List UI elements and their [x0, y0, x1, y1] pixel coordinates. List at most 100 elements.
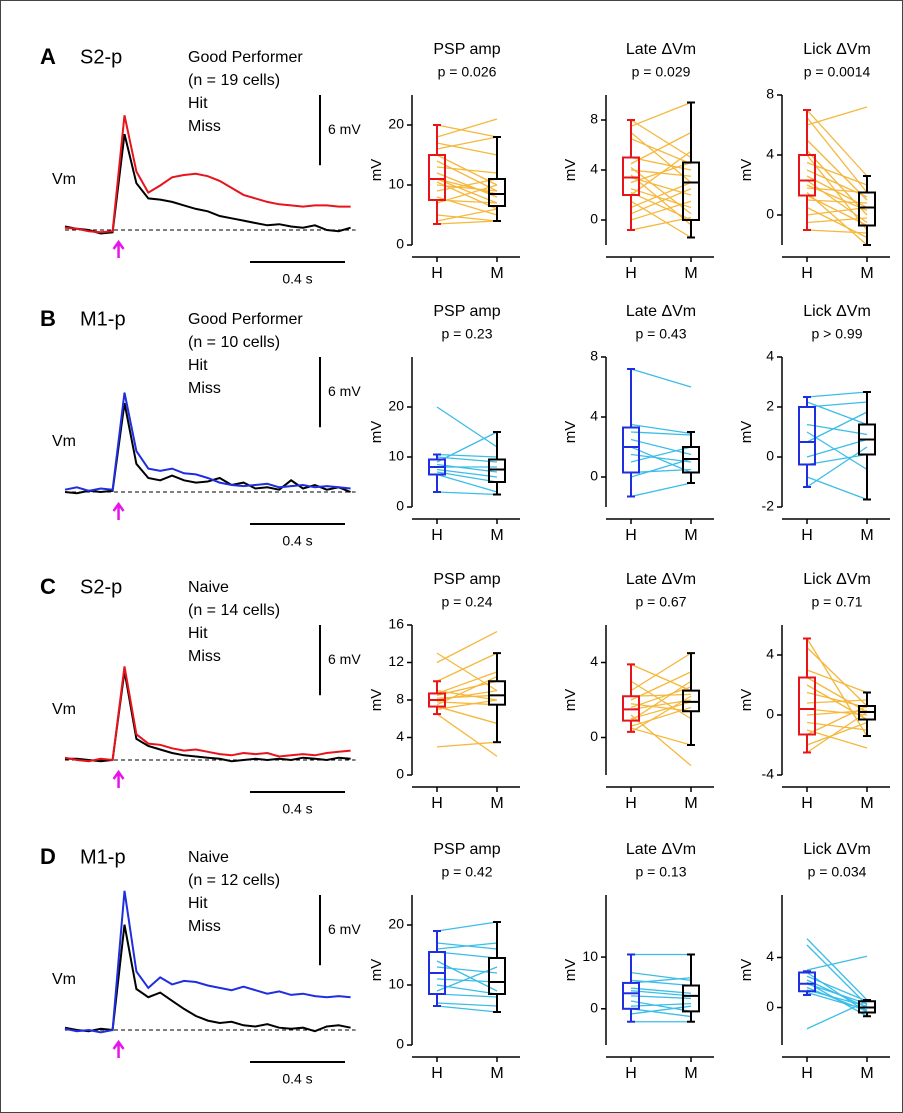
- pair-line: [806, 721, 868, 731]
- scale-label-x: 0.4 s: [282, 533, 312, 549]
- box: [682, 984, 700, 1013]
- pair-line: [630, 482, 692, 498]
- n-label: (n = 10 cells): [188, 334, 280, 351]
- pair-line: [806, 676, 868, 713]
- pair-line: [436, 978, 498, 983]
- panel-title: Lick ΔVm: [803, 841, 871, 858]
- pair-line: [806, 938, 868, 1001]
- panel-letter: B: [40, 306, 56, 331]
- legend-label: Miss: [188, 380, 221, 397]
- scale-label-x: 0.4 s: [282, 271, 312, 287]
- pair-line: [436, 713, 498, 757]
- pair-line: [630, 132, 692, 183]
- pair-line: [806, 691, 868, 709]
- box: [488, 680, 506, 706]
- x-tick-label: H: [801, 265, 813, 282]
- panel-letter: C: [40, 574, 56, 599]
- y-tick-label: 2: [766, 398, 774, 414]
- p-value: p = 0.029: [632, 64, 691, 80]
- pair-line: [806, 699, 868, 704]
- pair-line: [806, 161, 868, 186]
- pair-line: [436, 136, 498, 150]
- pair-line: [436, 463, 498, 473]
- p-value: p = 0.42: [442, 864, 493, 880]
- trace: [64, 392, 351, 492]
- y-tick-label: 8: [396, 691, 404, 707]
- pair-line: [630, 446, 692, 463]
- stimulus-arrow: [112, 1039, 125, 1058]
- pair-line: [630, 652, 692, 692]
- x-tick-label: H: [801, 795, 813, 812]
- pair-line: [436, 431, 498, 463]
- pair-line: [436, 456, 498, 463]
- pair-line: [436, 960, 498, 992]
- x-tick-label: H: [801, 527, 813, 544]
- pair-line: [806, 206, 868, 216]
- panel-title: PSP amp: [433, 841, 500, 858]
- pair-line: [436, 468, 498, 478]
- pair-line: [806, 453, 868, 466]
- trace: [64, 133, 351, 235]
- pair-line: [630, 368, 692, 388]
- y-tick-label: 4: [590, 653, 598, 669]
- panel-title: PSP amp: [433, 303, 500, 320]
- pair-line: [630, 156, 692, 171]
- vm-label: Vm: [52, 971, 76, 988]
- pair-line: [806, 192, 868, 246]
- x-tick-label: M: [490, 527, 503, 544]
- group-label: Good Performer: [188, 49, 303, 66]
- pair-line: [436, 1005, 498, 1013]
- pair-line: [436, 680, 498, 696]
- scale-label-y: 6 mV: [328, 121, 361, 137]
- y-tick-label: 20: [388, 116, 404, 132]
- pair-line: [630, 727, 692, 746]
- y-tick-label: 8: [766, 86, 774, 102]
- x-tick-label: M: [684, 1065, 697, 1082]
- y-tick-label: 4: [396, 728, 404, 744]
- pair-line: [630, 1000, 692, 1013]
- y-tick-label: 20: [388, 398, 404, 414]
- pair-line: [806, 117, 868, 193]
- y-tick-label: 12: [388, 653, 404, 669]
- y-axis-label: mV: [562, 421, 579, 444]
- pair-line: [806, 955, 868, 971]
- x-tick-label: H: [431, 795, 443, 812]
- x-tick-label: H: [625, 795, 637, 812]
- pair-line: [806, 975, 868, 1002]
- pair-line: [630, 176, 692, 196]
- y-tick-label: 0: [396, 236, 404, 252]
- group-label: Naive: [188, 849, 229, 866]
- pair-line: [630, 468, 692, 474]
- pair-line: [806, 711, 868, 754]
- box: [622, 426, 640, 474]
- pair-line: [630, 979, 692, 987]
- panel-title: Lick ΔVm: [803, 303, 871, 320]
- pair-line: [630, 706, 692, 727]
- x-tick-label: H: [431, 265, 443, 282]
- pair-line: [806, 438, 868, 458]
- pair-line: [436, 966, 498, 974]
- vm-label: Vm: [52, 433, 76, 450]
- pair-line: [630, 686, 692, 709]
- pair-line: [630, 191, 692, 221]
- pair-line: [806, 199, 868, 204]
- x-tick-label: M: [860, 527, 873, 544]
- pair-line: [630, 138, 692, 165]
- pair-line: [436, 652, 498, 682]
- pair-line: [806, 708, 868, 716]
- group-label: Good Performer: [188, 311, 303, 328]
- pair-line: [436, 741, 498, 748]
- n-label: (n = 14 cells): [188, 602, 280, 619]
- pair-line: [436, 220, 498, 225]
- pair-line: [630, 431, 692, 436]
- pair-line: [806, 989, 868, 1007]
- x-tick-label: H: [431, 527, 443, 544]
- box: [798, 676, 816, 736]
- panel-title: Late ΔVm: [626, 303, 696, 320]
- y-tick-label: 0: [590, 211, 598, 227]
- x-tick-label: M: [860, 1065, 873, 1082]
- pair-line: [630, 216, 692, 231]
- trace: [64, 666, 351, 763]
- trace: [64, 890, 351, 1034]
